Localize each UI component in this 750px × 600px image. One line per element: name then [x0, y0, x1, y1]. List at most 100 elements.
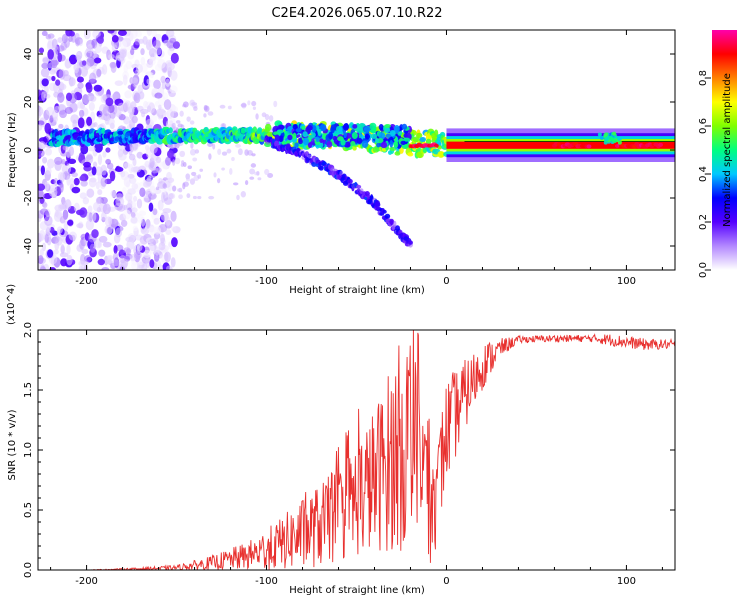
spectrogram-blob [82, 94, 91, 105]
spectrogram-blob [58, 123, 64, 129]
spectrogram-blob [186, 116, 191, 122]
spectrogram-blob [311, 161, 317, 167]
spectrogram-blob [64, 60, 71, 69]
spectrogram-blob [91, 211, 97, 222]
spectrogram-blob [71, 172, 78, 178]
spectrogram-blob [117, 130, 124, 135]
spectrogram-blob [64, 106, 73, 115]
spectrogram-blob [92, 30, 101, 39]
spectrogram-blob [169, 37, 177, 44]
spectrogram-blob [158, 242, 166, 251]
spectrogram-blob [110, 190, 117, 198]
spectrogram-blob [114, 80, 124, 86]
spectrogram-blob [87, 205, 93, 213]
spectrogram-blob [244, 149, 249, 156]
y-tick-label: 1.0 [23, 442, 34, 458]
spectrogram-blob [400, 140, 406, 145]
spectrogram-blob [161, 192, 166, 203]
spectrogram-blob [80, 180, 88, 187]
spectrogram-blob [132, 158, 137, 167]
spectrogram-blob [109, 170, 116, 182]
spectrogram-blob [48, 188, 58, 198]
spectrogram-blob [44, 181, 50, 191]
spectrogram-blob [53, 249, 59, 255]
y-tick-label: -20 [23, 190, 34, 206]
spectrogram-blob [59, 109, 67, 119]
spectrogram-blob [179, 110, 184, 117]
spectrogram-blob [162, 208, 172, 214]
spectrogram-blob [130, 48, 135, 56]
spectrogram-blob [54, 156, 63, 165]
spectrogram-blob [53, 234, 60, 244]
colorbar-tick-label: 0.2 [698, 214, 709, 230]
spectrogram-blob [57, 103, 65, 111]
spectrogram-blob [77, 117, 85, 129]
spectrogram-blob [181, 160, 185, 165]
spectrogram-blob [97, 154, 103, 165]
spectrogram-blob [69, 56, 77, 65]
spectrogram-blob [89, 72, 97, 83]
spectrogram-blob [385, 133, 391, 138]
spectrogram-blob [416, 132, 423, 139]
spectrogram-blob [115, 196, 125, 207]
spectrogram-blob [604, 136, 609, 141]
spectrogram-blob [343, 131, 347, 139]
spectrogram-blob [208, 195, 215, 200]
spectrogram-blob [267, 172, 274, 178]
spectrogram-blob [93, 161, 98, 168]
spectrogram-blob [189, 148, 196, 156]
spectrogram-blob [41, 91, 46, 101]
spectrogram-blob [75, 51, 82, 61]
spectrogram-blob [171, 226, 177, 232]
spectrogram-blob [127, 106, 134, 114]
spectrogram-blob [89, 243, 96, 253]
spectrogram-blob [319, 138, 324, 144]
spectrogram-blob [73, 177, 80, 186]
spectrogram-blob [179, 150, 186, 158]
spectrogram-blob [236, 194, 240, 201]
spectrogram-blob [42, 202, 48, 208]
spectrogram-blob [57, 37, 63, 43]
spectrogram-blob [168, 127, 173, 134]
spectrogram-blob [131, 183, 139, 190]
spectrogram-blob [78, 265, 84, 270]
spectrogram-blob [130, 216, 138, 224]
spectrogram-blob [89, 177, 97, 183]
spectrogram-blob [96, 198, 103, 205]
spectrogram-blob [154, 33, 162, 40]
x-tick-label: -100 [255, 276, 278, 287]
spectrogram-blob [60, 244, 65, 255]
spectrogram-blob [104, 216, 113, 227]
spectrogram-blob [97, 114, 107, 120]
spectrogram-blob [176, 188, 181, 192]
spectrogram-blob [302, 137, 310, 146]
spectrogram-blob [132, 225, 139, 232]
spectrogram-blob [58, 182, 64, 188]
spectrogram-blob [139, 235, 149, 245]
spectrogram-blob [120, 258, 129, 269]
spectrogram-blob [251, 153, 256, 157]
spectrogram-blob [166, 61, 172, 72]
spectrogram-blob [153, 217, 160, 225]
spectrogram-blob [197, 195, 202, 200]
spectrogram-blob [350, 140, 356, 147]
spectrogram-blob [101, 127, 106, 135]
spectrogram-blob [68, 77, 76, 87]
spectrogram-blob [235, 144, 241, 148]
spectrogram-blob [147, 192, 157, 200]
spectrogram-blob [257, 177, 262, 181]
spectrogram-blob [115, 227, 123, 238]
spectrogram-blob [190, 142, 194, 149]
spectrogram-blob [110, 62, 117, 74]
spectrogram-blob [244, 180, 249, 186]
spectrogram-blob [78, 260, 85, 267]
spectrogram-blob [351, 132, 358, 140]
spectrogram-blob [47, 249, 54, 258]
spectrogram-blob [157, 199, 164, 211]
spectrogram-blob [165, 30, 175, 38]
spectrogram-blob [384, 124, 391, 129]
y-tick-label: 0 [23, 147, 34, 153]
spectrogram-blob [61, 33, 68, 44]
colorbar-tick-label: 0.0 [698, 262, 709, 278]
spectrogram-blob [240, 103, 247, 108]
